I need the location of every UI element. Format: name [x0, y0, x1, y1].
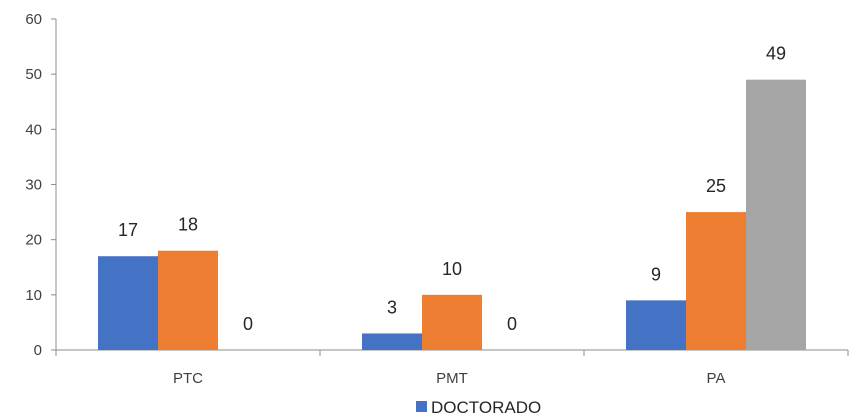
legend-label: DOCTORADO — [431, 398, 541, 417]
data-label: 9 — [651, 264, 661, 284]
y-tick-label: 30 — [25, 177, 42, 194]
data-label: 49 — [766, 44, 786, 64]
bar — [362, 333, 422, 350]
data-label: 0 — [507, 314, 517, 334]
y-tick-label: 20 — [25, 232, 42, 249]
data-label: 25 — [706, 176, 726, 196]
y-tick-label: 50 — [25, 66, 42, 83]
bar — [746, 79, 806, 350]
y-tick-label: 40 — [25, 121, 42, 138]
data-label: 17 — [118, 220, 138, 240]
x-tick-label: PMT — [436, 370, 468, 387]
bar — [98, 256, 158, 350]
y-tick-label: 0 — [34, 342, 42, 359]
bar — [422, 294, 482, 350]
bars — [98, 79, 806, 350]
bar — [686, 212, 746, 350]
x-tick-label: PA — [707, 370, 726, 387]
data-label: 0 — [243, 314, 253, 334]
x-tick-label: PTC — [173, 370, 203, 387]
bar — [626, 300, 686, 350]
y-tick-label: 10 — [25, 287, 42, 304]
data-labels: 17 18 0 3 10 0 9 25 49 — [118, 44, 786, 334]
data-label: 10 — [442, 259, 462, 279]
bar — [158, 250, 218, 350]
data-label: 3 — [387, 297, 397, 317]
data-label: 18 — [178, 215, 198, 235]
y-tick-label: 60 — [25, 11, 42, 28]
legend-swatch — [416, 401, 427, 412]
legend: DOCTORADO — [416, 398, 541, 417]
